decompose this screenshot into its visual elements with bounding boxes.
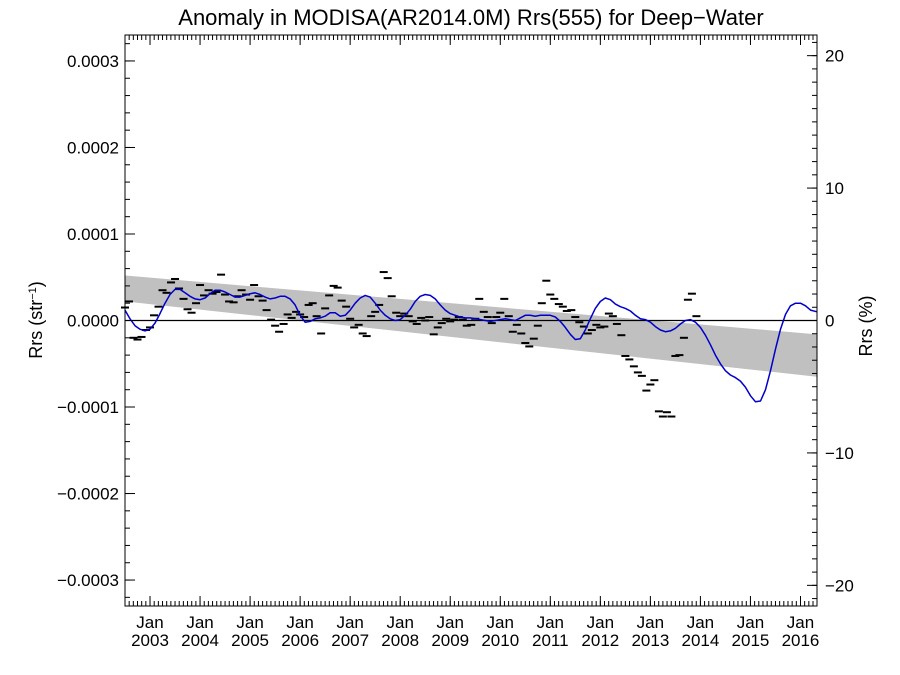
right-tick-label: 0	[825, 312, 834, 331]
left-tick-label: 0.0003	[67, 52, 119, 71]
x-tick-month: Jan	[737, 613, 764, 632]
x-tick-year: 2006	[281, 631, 319, 650]
x-tick-year: 2012	[581, 631, 619, 650]
x-tick-month: Jan	[537, 613, 564, 632]
left-y-axis: 0.0003 0.0002 0.0001 0.0000 −0.0001 −0.0002 −0…	[57, 43, 135, 598]
left-tick-label: 0.0000	[67, 312, 119, 331]
left-tick-label: −0.0002	[57, 485, 119, 504]
right-tick-label: 10	[825, 179, 844, 198]
monthly-series	[121, 271, 701, 418]
x-tick-month: Jan	[336, 613, 363, 632]
smoothed-series-line	[124, 288, 818, 403]
x-tick-year: 2014	[682, 631, 720, 650]
right-tick-label: −20	[825, 576, 854, 595]
x-tick-month: Jan	[236, 613, 263, 632]
left-axis-label-close: )	[26, 281, 46, 287]
x-tick-month: Jan	[687, 613, 714, 632]
x-tick-month: Jan	[186, 613, 213, 632]
right-tick-label: −10	[825, 444, 854, 463]
x-tick-year: 2005	[231, 631, 269, 650]
x-tick-month: Jan	[136, 613, 163, 632]
right-axis-label: Rrs (%)	[856, 296, 876, 357]
x-tick-month: Jan	[437, 613, 464, 632]
left-tick-label: 0.0001	[67, 225, 119, 244]
left-tick-label: −0.0001	[57, 398, 119, 417]
trend-band	[125, 275, 817, 377]
chart-title: Anomaly in MODISA(AR2014.0M) Rrs(555) fo…	[178, 5, 763, 30]
x-tick-month: Jan	[386, 613, 413, 632]
left-axis-label-superscript: −1	[27, 287, 39, 300]
x-tick-month: Jan	[487, 613, 514, 632]
x-tick-year: 2015	[732, 631, 770, 650]
x-tick-year: 2016	[782, 631, 820, 650]
x-tick-year: 2008	[381, 631, 419, 650]
x-tick-year: 2010	[481, 631, 519, 650]
x-tick-month: Jan	[587, 613, 614, 632]
x-tick-year: 2007	[331, 631, 369, 650]
x-tick-month: Jan	[637, 613, 664, 632]
left-axis-label: Rrs (str−1)	[26, 281, 46, 359]
left-tick-label: −0.0003	[57, 571, 119, 590]
x-tick-year: 2003	[131, 631, 169, 650]
x-tick-year: 2011	[532, 631, 569, 650]
x-tick-year: 2009	[431, 631, 469, 650]
x-tick-year: 2013	[631, 631, 669, 650]
right-tick-label: 20	[825, 47, 844, 66]
right-y-axis: 20 10 0 −10 −20	[807, 41, 854, 600]
plot-area	[121, 271, 818, 418]
left-tick-label: 0.0002	[67, 138, 119, 157]
x-axis: Jan2003Jan2004Jan2005Jan2006Jan2007Jan20…	[124, 35, 820, 650]
x-tick-month: Jan	[787, 613, 814, 632]
left-axis-label-base: Rrs (str	[26, 300, 46, 359]
x-tick-year: 2004	[181, 631, 219, 650]
x-tick-month: Jan	[286, 613, 313, 632]
